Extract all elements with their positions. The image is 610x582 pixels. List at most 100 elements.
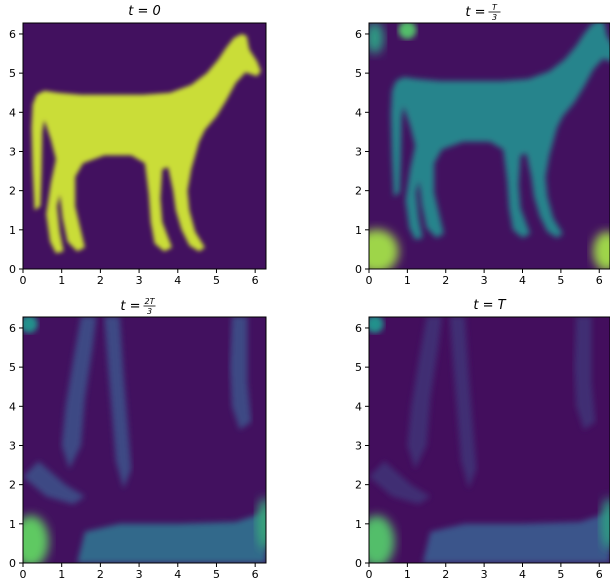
y-tick: 5 — [355, 67, 369, 80]
residual-shape — [369, 461, 431, 505]
x-tick: 0 — [366, 563, 373, 581]
y-tick: 1 — [355, 224, 369, 237]
residual-shape — [61, 317, 97, 469]
corner-blob — [23, 317, 38, 334]
y-tick-label: 4 — [9, 106, 16, 119]
y-tick-label: 4 — [355, 400, 362, 413]
x-tick-label: 6 — [596, 274, 603, 287]
x-tick-label: 0 — [366, 568, 373, 581]
axes-frame — [368, 22, 610, 270]
y-tick: 6 — [9, 28, 23, 41]
x-tick-label: 0 — [20, 568, 27, 581]
residual-shape — [104, 317, 132, 489]
x-tick: 2 — [442, 269, 449, 287]
x-tick-label: 2 — [97, 568, 104, 581]
panel-title: t = T — [473, 298, 506, 313]
x-tick: 0 — [20, 269, 27, 287]
y-tick-label: 4 — [355, 106, 362, 119]
y-tick-label: 5 — [355, 67, 362, 80]
x-tick-label: 6 — [252, 274, 259, 287]
y-tick: 2 — [355, 479, 369, 492]
y-tick: 3 — [9, 145, 23, 158]
axes-frame — [22, 316, 267, 564]
y-tick: 2 — [9, 479, 23, 492]
y-tick-label: 1 — [9, 224, 16, 237]
x-tick-label: 6 — [596, 568, 603, 581]
x-tick: 1 — [58, 563, 65, 581]
x-tick: 1 — [404, 269, 411, 287]
x-tick: 5 — [213, 269, 220, 287]
x-tick: 3 — [481, 269, 488, 287]
heatmap-panel-t0: 0 1 2 3 4 5 6 0 1 2 3 4 5 6 t = 0 — [9, 4, 267, 287]
x-tick: 0 — [20, 563, 27, 581]
x-tick-label: 0 — [366, 274, 373, 287]
y-tick-label: 5 — [9, 361, 16, 374]
corner-blob — [256, 497, 266, 550]
residual-shape — [23, 461, 85, 505]
corner-blob — [369, 229, 399, 269]
x-tick-label: 4 — [174, 568, 181, 581]
y-tick: 2 — [9, 185, 23, 198]
y-tick-label: 0 — [9, 557, 16, 570]
y-tick: 5 — [9, 361, 23, 374]
x-tick: 4 — [519, 269, 526, 287]
y-tick-label: 3 — [9, 145, 16, 158]
panel-title: t = T3 — [465, 3, 501, 22]
panel-title-lhs: t = — [465, 5, 485, 20]
y-tick: 6 — [9, 322, 23, 335]
heatmap-panel-t-final: 0 1 2 3 4 5 6 0 1 2 3 4 5 6 t = T — [355, 298, 610, 581]
x-tick: 2 — [97, 563, 104, 581]
x-tick-label: 1 — [58, 274, 65, 287]
y-tick-label: 3 — [355, 145, 362, 158]
panel-title-numerator: 2T — [145, 297, 156, 306]
y-tick-label: 5 — [355, 361, 362, 374]
y-tick-label: 6 — [355, 28, 362, 41]
y-tick-label: 1 — [9, 518, 16, 531]
panel-title-lhs: t = — [120, 299, 140, 314]
x-tick-label: 3 — [136, 568, 143, 581]
y-tick: 1 — [9, 224, 23, 237]
y-tick-label: 2 — [355, 185, 362, 198]
x-tick-label: 5 — [213, 568, 220, 581]
y-tick-label: 0 — [355, 557, 362, 570]
y-tick-label: 3 — [9, 439, 16, 452]
y-tick: 2 — [355, 185, 369, 198]
y-tick: 3 — [9, 439, 23, 452]
y-tick-label: 0 — [355, 263, 362, 276]
x-tick-label: 5 — [557, 568, 564, 581]
panel-title-denominator: 3 — [147, 307, 152, 316]
y-tick-label: 1 — [355, 518, 362, 531]
x-tick-label: 1 — [58, 568, 65, 581]
y-tick: 5 — [355, 361, 369, 374]
y-tick-label: 2 — [9, 185, 16, 198]
y-tick: 1 — [9, 518, 23, 531]
corner-blob — [369, 23, 384, 54]
x-tick: 5 — [213, 563, 220, 581]
x-tick: 5 — [557, 563, 564, 581]
x-tick-label: 3 — [481, 568, 488, 581]
residual-shape — [77, 512, 266, 563]
y-tick-label: 0 — [9, 263, 16, 276]
x-tick: 4 — [174, 563, 181, 581]
horse-shape — [390, 23, 610, 240]
x-tick: 3 — [481, 563, 488, 581]
panel-title: t = 2T3 — [120, 297, 155, 316]
y-tick-label: 1 — [355, 224, 362, 237]
y-tick-label: 6 — [355, 322, 362, 335]
panel-title-text: t = T — [473, 298, 506, 313]
corner-blob — [23, 515, 49, 563]
y-tick: 6 — [355, 28, 369, 41]
x-tick-label: 6 — [252, 568, 259, 581]
x-tick: 2 — [97, 269, 104, 287]
y-tick: 0 — [355, 557, 369, 570]
residual-shape — [230, 317, 252, 430]
y-tick-label: 3 — [355, 439, 362, 452]
x-tick-label: 5 — [213, 274, 220, 287]
axes-frame — [22, 22, 267, 270]
x-tick-label: 4 — [519, 568, 526, 581]
y-tick-label: 4 — [9, 400, 16, 413]
y-tick: 4 — [9, 106, 23, 119]
